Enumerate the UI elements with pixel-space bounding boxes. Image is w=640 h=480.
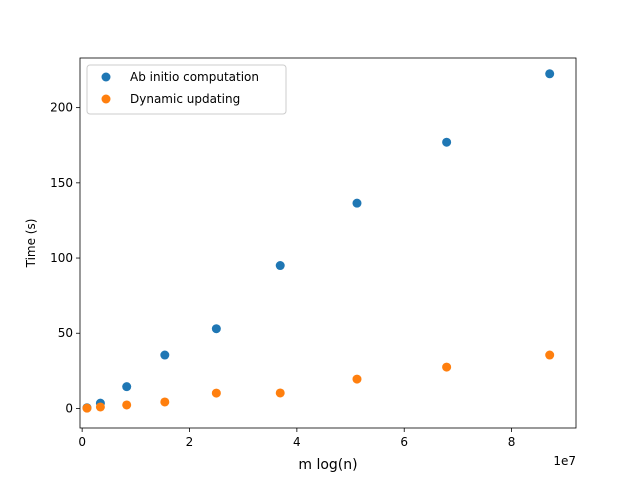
x-tick-label: 2: [186, 435, 194, 449]
x-tick-label: 4: [293, 435, 301, 449]
ab-initio-point: [122, 382, 132, 392]
legend-marker-dynamic: [101, 94, 111, 104]
y-tick-label: 50: [58, 326, 73, 340]
y-tick-label: 150: [50, 176, 73, 190]
y-tick-label: 100: [50, 251, 73, 265]
y-tick-label: 200: [50, 101, 73, 115]
x-tick-label: 6: [400, 435, 408, 449]
legend-label-ab-initio: Ab initio computation: [130, 70, 259, 84]
y-axis-ticks: 0 50 100 150 200: [50, 101, 80, 415]
dynamic-updating-point: [352, 374, 362, 384]
legend-marker-ab-initio: [101, 72, 111, 82]
ab-initio-point: [275, 261, 285, 271]
dynamic-updating-point: [95, 402, 105, 412]
x-tick-label: 0: [78, 435, 86, 449]
dynamic-updating-point: [275, 388, 285, 398]
y-axis-label: Time (s): [24, 219, 38, 269]
dynamic-updating-point: [160, 397, 170, 407]
dynamic-updating-point: [122, 400, 132, 410]
dynamic-updating-point: [82, 403, 92, 413]
plot-frame: [79, 57, 577, 429]
x-axis-label: m log(n): [298, 457, 357, 473]
ab-initio-point: [160, 350, 170, 360]
dynamic-updating-point: [211, 388, 221, 398]
data-points: [82, 69, 555, 413]
ab-initio-point: [352, 198, 362, 208]
x-axis-ticks: 0 2 4 6 8: [78, 428, 515, 449]
dynamic-updating-point: [442, 362, 452, 372]
legend-label-dynamic: Dynamic updating: [130, 92, 240, 106]
legend-box: [86, 64, 287, 115]
ab-initio-point: [442, 137, 452, 147]
x-tick-label: 8: [508, 435, 516, 449]
legend: Ab initio computation Dynamic updating: [86, 64, 287, 115]
dynamic-updating-point: [545, 350, 555, 360]
x-axis-offset-label: 1e7: [553, 454, 576, 468]
y-tick-label: 0: [65, 401, 73, 415]
ab-initio-point: [211, 324, 221, 334]
ab-initio-point: [545, 69, 555, 79]
